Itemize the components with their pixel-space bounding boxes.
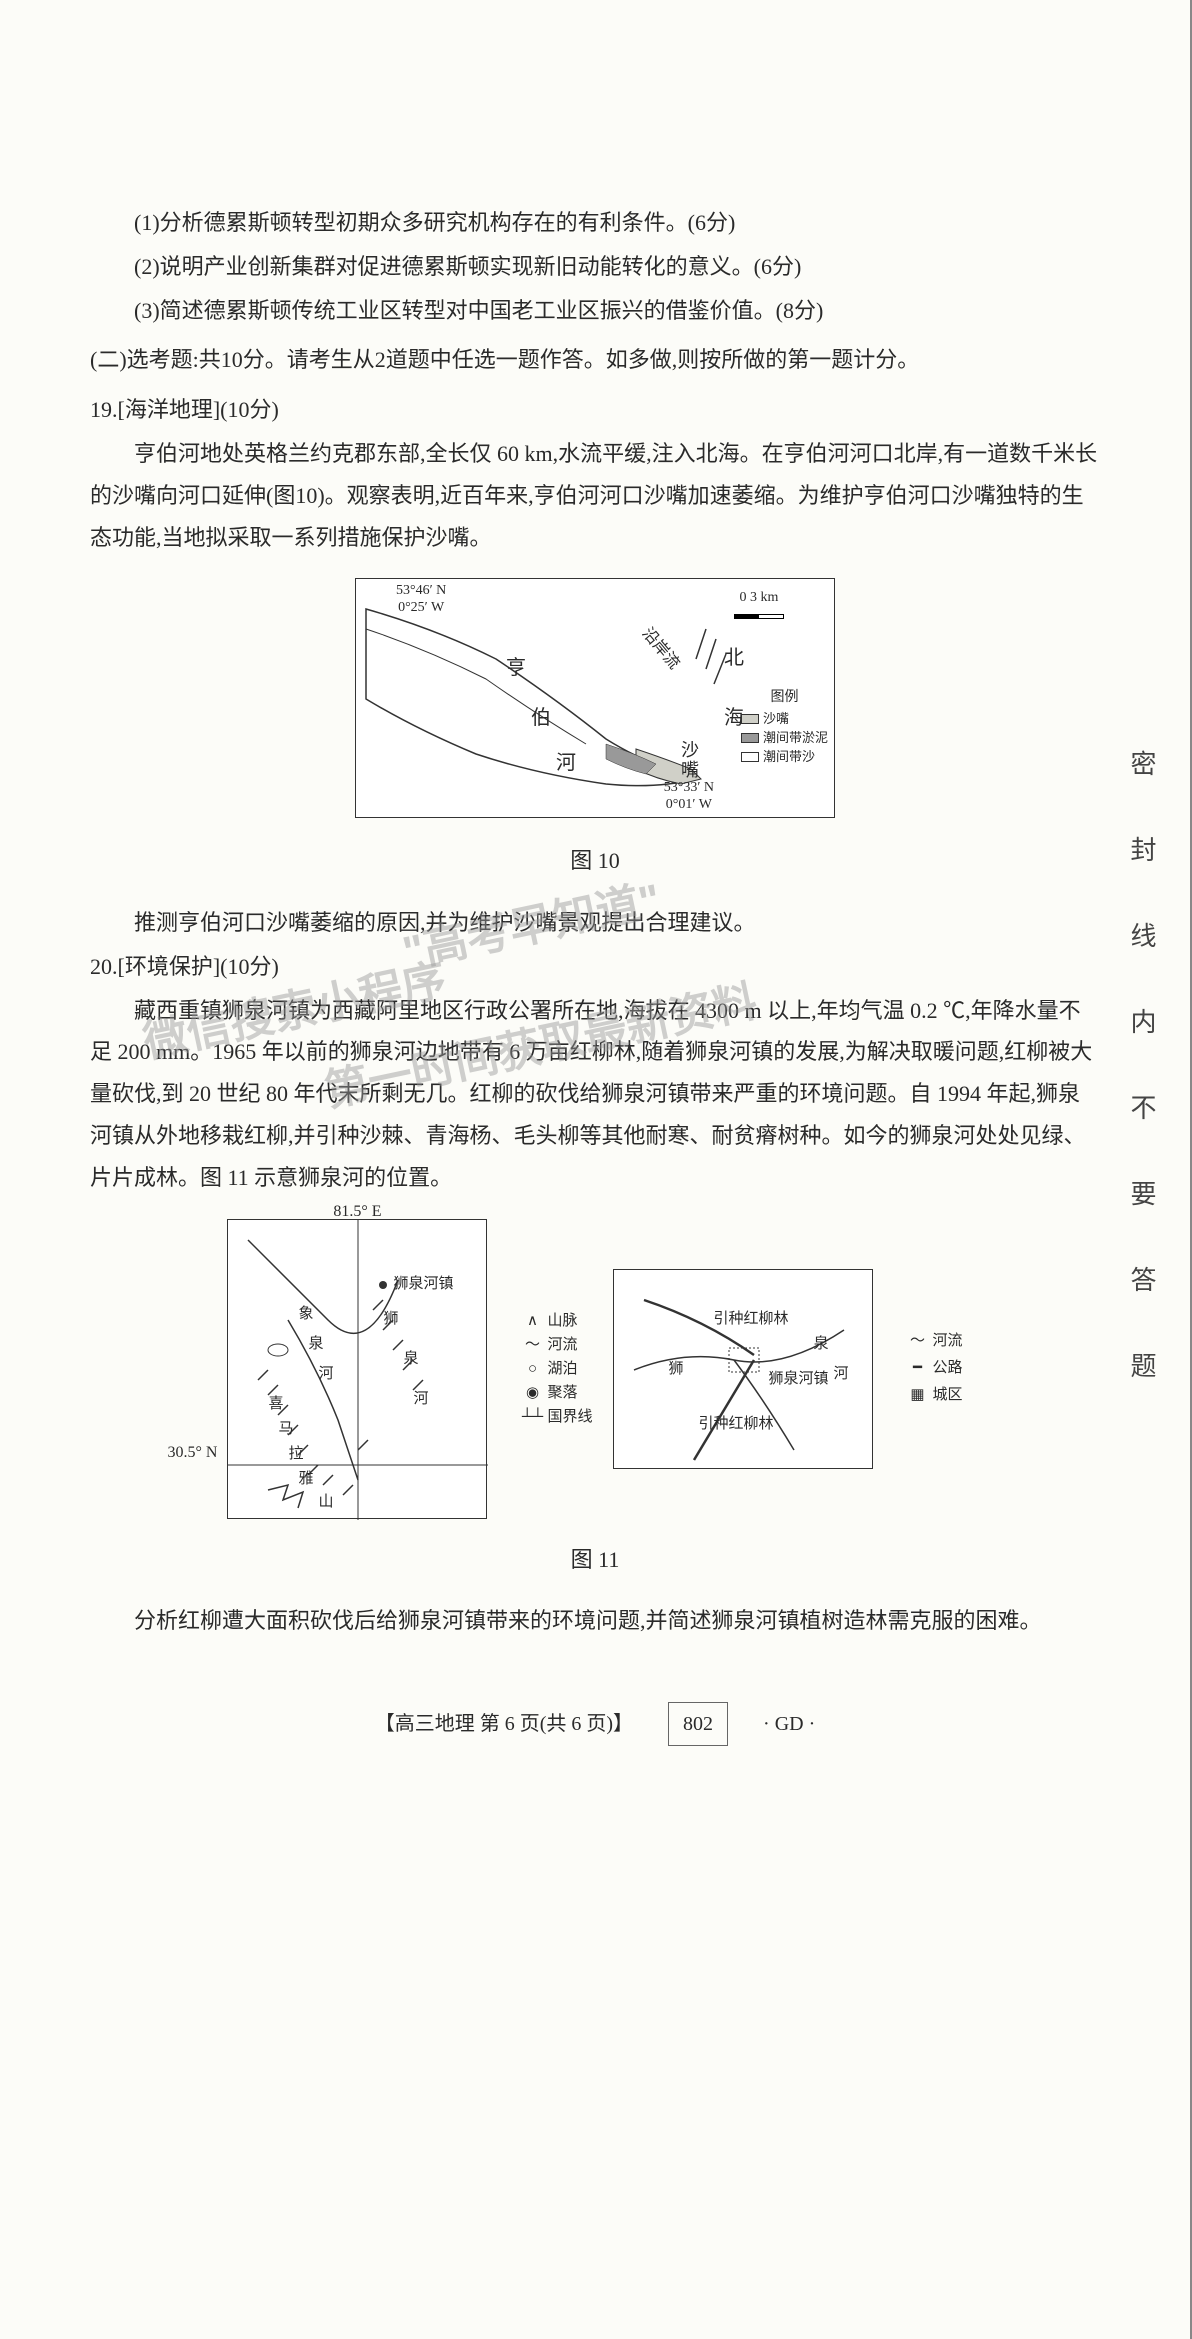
border-icon: ┴┴ — [517, 1405, 547, 1429]
page-footer: 【高三地理 第 6 页(共 6 页)】 802 · GD · — [90, 1702, 1100, 1746]
question-20-title: 20.[环境保护](10分) — [90, 946, 1100, 988]
fig11r-quan: 泉 — [814, 1330, 829, 1359]
fig11r-he: 河 — [834, 1360, 849, 1389]
legend-mountain: ∧山脉 — [517, 1309, 592, 1333]
fig10-label-heng: 亨 — [506, 649, 526, 687]
river-line-icon: ～ — [903, 1328, 933, 1355]
question-19-paragraph: 亨伯河地处英格兰约克郡东部,全长仅 60 km,水流平缓,注入北海。在亨伯河河口… — [90, 433, 1100, 558]
legend-r-river: ～河流 — [903, 1328, 963, 1355]
fig11-left-svg — [228, 1220, 488, 1520]
urban-icon: ▦ — [903, 1382, 933, 1409]
legend-settlement-label: 聚落 — [547, 1385, 577, 1401]
figure-10-caption: 图 10 — [90, 840, 1100, 882]
figure-11-container: 81.5° E 30.5° N 狮泉河镇 狮 — [90, 1219, 1100, 1519]
legend-r-river-label: 河流 — [933, 1333, 963, 1349]
settlement-icon: ◉ — [517, 1381, 547, 1405]
figure-11-right-map: 引种红柳林 引种红柳林 泉 河 狮 狮泉河镇 — [613, 1269, 873, 1469]
legend-river: ～河流 — [517, 1333, 592, 1357]
fig11-he2: 河 — [318, 1360, 333, 1389]
footer-page-info: 【高三地理 第 6 页(共 6 页)】 — [375, 1713, 633, 1735]
river-icon: ～ — [517, 1333, 547, 1357]
fig11-left-wrapper: 81.5° E 30.5° N 狮泉河镇 狮 — [227, 1219, 487, 1519]
question-18-1: (1)分析德累斯顿转型初期众多研究机构存在的有利条件。(6分) — [90, 202, 1100, 244]
legend-swatch-mud — [741, 733, 759, 743]
fig11-shi: 狮 — [383, 1305, 398, 1334]
fig10-legend-item-2: 潮间带淤泥 — [741, 729, 828, 747]
lake-icon: ○ — [517, 1357, 547, 1381]
fig11-quan2: 泉 — [308, 1330, 323, 1359]
figure-10-container: 53°46′ N 0°25′ W 0 3 km 亨 伯 河 北 — [90, 578, 1100, 882]
content-area: (1)分析德累斯顿转型初期众多研究机构存在的有利条件。(6分) (2)说明产业创… — [90, 202, 1100, 1746]
footer-code: 802 — [668, 1702, 728, 1746]
fig11-shan: 山 — [318, 1488, 333, 1517]
question-20-paragraph: 藏西重镇狮泉河镇为西藏阿里地区行政公署所在地,海拔在 4300 m 以上,年均气… — [90, 990, 1100, 1199]
legend-label-3: 潮间带沙 — [763, 748, 815, 766]
fig11-legend-left: ∧山脉 ～河流 ○湖泊 ◉聚落 ┴┴国界线 — [517, 1309, 592, 1429]
question-18-3: (3)简述德累斯顿传统工业区转型对中国老工业区振兴的借鉴价值。(8分) — [90, 290, 1100, 332]
legend-border-label: 国界线 — [547, 1409, 592, 1425]
fig10-coord-bottomright: 53°33′ N 0°01′ W — [664, 780, 714, 814]
road-line-icon: ━ — [903, 1355, 933, 1382]
question-18-2: (2)说明产业创新集群对促进德累斯顿实现新旧动能转化的意义。(6分) — [90, 246, 1100, 288]
figure-11-left-map: 狮泉河镇 狮 泉 河 象 泉 河 喜 马 拉 雅 山 — [227, 1219, 487, 1519]
legend-r-urban: ▦城区 — [903, 1382, 963, 1409]
fig11-legend-right: ～河流 ━公路 ▦城区 — [903, 1328, 963, 1409]
figure-11-caption: 图 11 — [90, 1539, 1100, 1581]
fig10-label-he: 河 — [556, 744, 576, 782]
legend-settlement: ◉聚落 — [517, 1381, 592, 1405]
fig11-xiang: 象 — [298, 1300, 313, 1329]
fig10-legend: 图例 沙嘴 潮间带淤泥 潮间带沙 — [741, 688, 828, 767]
exam-page: (1)分析德累斯顿转型初期众多研究机构存在的有利条件。(6分) (2)说明产业创… — [0, 0, 1192, 2339]
legend-r-road-label: 公路 — [933, 1360, 963, 1376]
side-seal-label: 密封线内不要答题 — [1123, 750, 1160, 1438]
question-20-task: 分析红柳遭大面积砍伐后给狮泉河镇带来的环境问题,并简述狮泉河镇植树造林需克服的困… — [90, 1600, 1100, 1642]
fig10-legend-item-1: 沙嘴 — [741, 710, 828, 728]
legend-r-road: ━公路 — [903, 1355, 963, 1382]
fig10-lon-br: 0°01′ W — [664, 797, 714, 814]
legend-label-1: 沙嘴 — [763, 710, 789, 728]
fig10-legend-title: 图例 — [741, 688, 828, 708]
fig10-legend-item-3: 潮间带沙 — [741, 748, 828, 766]
question-19-task: 推测亨伯河口沙嘴萎缩的原因,并为维护沙嘴景观提出合理建议。 — [90, 902, 1100, 944]
fig11r-willow-n: 引种红柳林 — [714, 1305, 789, 1334]
fig11-quan: 泉 — [403, 1345, 418, 1374]
legend-r-urban-label: 城区 — [933, 1387, 963, 1403]
mountain-icon: ∧ — [517, 1309, 547, 1333]
question-19-title: 19.[海洋地理](10分) — [90, 389, 1100, 431]
fig11-town-label: 狮泉河镇 — [393, 1270, 453, 1299]
legend-river-label: 河流 — [547, 1337, 577, 1353]
fig10-label-bei: 北 — [724, 639, 744, 677]
figure-10-map: 53°46′ N 0°25′ W 0 3 km 亨 伯 河 北 — [355, 578, 835, 818]
fig11-ya: 雅 — [298, 1465, 313, 1494]
fig11r-town: 狮泉河镇 — [769, 1365, 829, 1394]
fig11-he: 河 — [413, 1385, 428, 1414]
fig11r-shi: 狮 — [669, 1355, 684, 1384]
fig11r-willow-s: 引种红柳林 — [699, 1410, 774, 1439]
fig11-latitude: 30.5° N — [167, 1438, 217, 1468]
fig10-lat-br: 53°33′ N — [664, 780, 714, 797]
legend-label-2: 潮间带淤泥 — [763, 729, 828, 747]
legend-mountain-label: 山脉 — [547, 1313, 577, 1329]
fig10-label-bo: 伯 — [531, 699, 551, 737]
legend-border: ┴┴国界线 — [517, 1405, 592, 1429]
legend-lake-label: 湖泊 — [547, 1361, 577, 1377]
legend-lake: ○湖泊 — [517, 1357, 592, 1381]
footer-suffix: · GD · — [763, 1713, 815, 1735]
legend-swatch-sand — [741, 714, 759, 724]
section-2-header: (二)选考题:共10分。请考生从2道题中任选一题作答。如多做,则按所做的第一题计… — [90, 339, 1100, 381]
legend-swatch-tidal — [741, 752, 759, 762]
